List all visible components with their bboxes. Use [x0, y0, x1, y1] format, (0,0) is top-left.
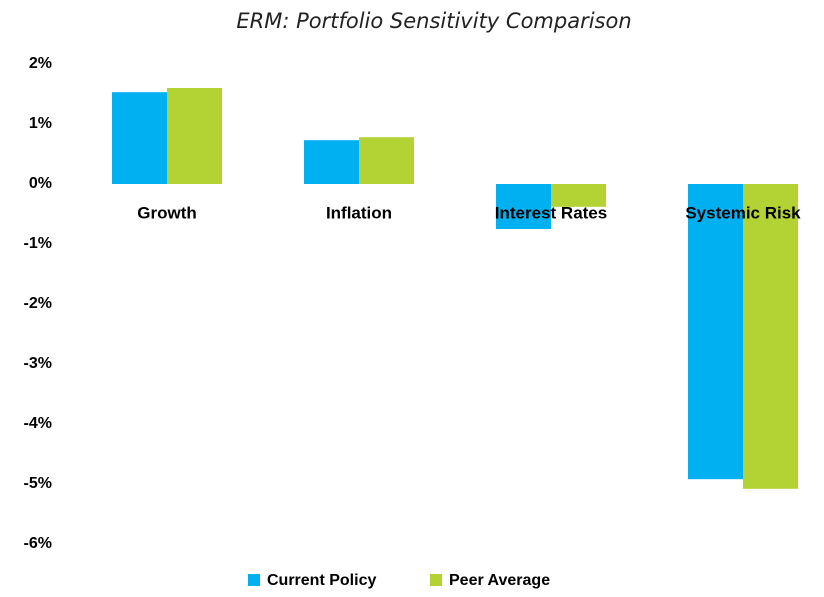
bar [743, 184, 798, 489]
y-tick-label: -3% [24, 355, 52, 372]
legend-swatch [248, 574, 260, 586]
legend-swatch [430, 574, 442, 586]
y-tick-label: -1% [24, 235, 52, 252]
chart-title: ERM: Portfolio Sensitivity Comparison [236, 9, 631, 33]
y-tick-label: 0% [29, 175, 52, 192]
legend-label: Current Policy [267, 572, 376, 589]
bar [359, 137, 414, 184]
y-tick-label: -2% [24, 295, 52, 312]
bar [496, 184, 551, 229]
x-tick-label: Interest Rates [495, 203, 607, 222]
bar [551, 184, 606, 207]
x-tick-label: Systemic Risk [685, 203, 801, 222]
x-tick-label: Inflation [326, 203, 392, 222]
bar [167, 88, 222, 184]
y-tick-label: -6% [24, 535, 52, 552]
y-tick-label: 2% [29, 55, 52, 72]
bar [688, 184, 743, 480]
x-tick-label: Growth [137, 203, 197, 222]
y-tick-label: -4% [24, 415, 52, 432]
bar [304, 140, 359, 184]
y-tick-label: 1% [29, 115, 52, 132]
bar [112, 92, 167, 184]
legend-label: Peer Average [449, 572, 550, 589]
y-tick-label: -5% [24, 475, 52, 492]
